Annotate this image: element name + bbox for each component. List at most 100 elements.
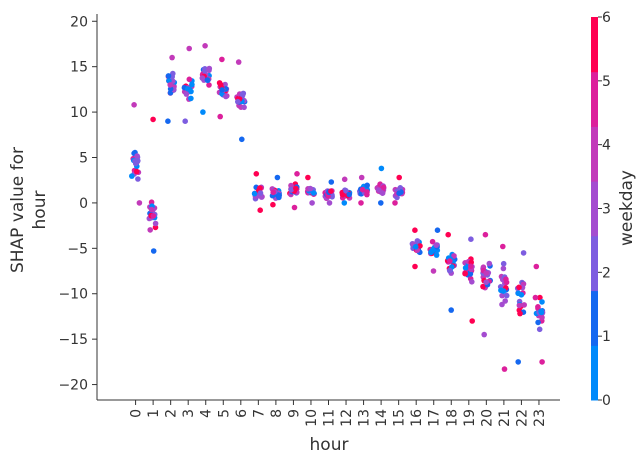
data-point bbox=[535, 319, 541, 326]
data-point bbox=[328, 188, 334, 194]
data-point bbox=[305, 174, 311, 181]
x-tick-label: 1 bbox=[146, 409, 162, 418]
y-tick-label: −5 bbox=[67, 241, 88, 257]
data-point bbox=[500, 243, 506, 250]
data-point bbox=[501, 366, 508, 372]
x-tick-label: 0 bbox=[129, 409, 145, 418]
data-point bbox=[521, 302, 527, 308]
y-tick-label: 15 bbox=[70, 60, 88, 76]
data-point bbox=[364, 182, 371, 189]
data-point bbox=[326, 200, 333, 206]
data-point bbox=[199, 75, 206, 81]
data-point bbox=[200, 109, 206, 115]
data-point bbox=[378, 165, 385, 172]
data-point bbox=[364, 189, 370, 195]
data-point bbox=[486, 260, 493, 267]
y-tick-label: 10 bbox=[70, 105, 88, 121]
data-point bbox=[293, 185, 299, 192]
data-point bbox=[294, 171, 300, 177]
data-point bbox=[136, 200, 143, 206]
data-point bbox=[217, 113, 223, 120]
y-tick-label: 20 bbox=[70, 14, 88, 30]
data-point bbox=[217, 81, 224, 88]
data-point bbox=[182, 118, 188, 124]
data-point bbox=[343, 187, 349, 194]
colorbar-band bbox=[591, 71, 598, 127]
data-point bbox=[152, 220, 159, 227]
data-point bbox=[417, 243, 423, 249]
data-point bbox=[430, 268, 437, 274]
data-point bbox=[219, 87, 225, 93]
data-point bbox=[206, 67, 212, 74]
data-point bbox=[341, 176, 348, 183]
data-point bbox=[412, 244, 419, 250]
data-point bbox=[502, 298, 509, 304]
data-point bbox=[270, 201, 276, 208]
data-point bbox=[380, 184, 387, 191]
x-tick-label: 9 bbox=[286, 409, 302, 418]
x-tick-label: 6 bbox=[234, 409, 250, 418]
data-point bbox=[448, 307, 455, 313]
colorbar-tick-label: 3 bbox=[602, 202, 611, 218]
data-point bbox=[204, 77, 211, 83]
colorbar-band bbox=[591, 181, 598, 237]
data-point bbox=[328, 179, 335, 185]
x-tick-label: 2 bbox=[164, 409, 180, 418]
x-axis-label: hour bbox=[310, 435, 349, 455]
data-point bbox=[133, 168, 140, 175]
data-point bbox=[483, 270, 490, 276]
data-point bbox=[148, 206, 155, 213]
x-tick-label: 23 bbox=[532, 409, 548, 427]
data-point bbox=[451, 253, 457, 259]
x-tick-label: 22 bbox=[514, 409, 530, 427]
data-point bbox=[206, 82, 212, 88]
data-point bbox=[379, 190, 386, 196]
data-point bbox=[539, 359, 545, 365]
data-point bbox=[483, 279, 490, 286]
data-point bbox=[235, 98, 241, 105]
data-point bbox=[235, 59, 242, 65]
colorbar-tick-label: 0 bbox=[602, 393, 611, 409]
x-tick-label: 17 bbox=[427, 409, 443, 427]
data-point bbox=[429, 238, 436, 245]
data-point bbox=[536, 326, 543, 333]
data-point bbox=[515, 290, 521, 297]
data-point bbox=[500, 260, 507, 267]
data-point bbox=[468, 236, 474, 242]
x-tick-label: 8 bbox=[269, 409, 285, 418]
data-point bbox=[276, 192, 283, 199]
data-point bbox=[433, 252, 440, 258]
data-point bbox=[310, 190, 317, 196]
data-point bbox=[482, 231, 489, 238]
colorbar-band bbox=[591, 345, 598, 401]
data-point bbox=[516, 302, 523, 309]
data-point bbox=[257, 190, 264, 196]
data-point bbox=[467, 271, 474, 277]
data-point bbox=[535, 304, 541, 310]
data-point bbox=[358, 174, 365, 181]
data-point bbox=[469, 279, 475, 285]
colorbar-tick-label: 1 bbox=[602, 329, 611, 345]
data-point bbox=[503, 292, 510, 299]
data-point bbox=[359, 186, 366, 193]
y-axis: 20 15 10 5 0 −5 −10 −15 −20 bbox=[58, 14, 98, 400]
data-point bbox=[223, 93, 229, 100]
data-point bbox=[396, 174, 403, 181]
x-tick-label: 20 bbox=[479, 409, 495, 427]
data-point bbox=[274, 174, 281, 181]
data-point bbox=[538, 308, 544, 315]
data-point bbox=[378, 200, 384, 206]
data-point bbox=[257, 207, 264, 213]
data-point bbox=[532, 294, 539, 301]
y-axis-label-line2: hour bbox=[30, 191, 50, 230]
data-point bbox=[239, 92, 246, 98]
x-tick-label: 7 bbox=[251, 409, 267, 418]
data-point bbox=[307, 185, 314, 192]
data-point bbox=[189, 81, 195, 88]
data-point bbox=[414, 238, 421, 244]
x-tick-label: 15 bbox=[392, 409, 408, 427]
data-point bbox=[462, 265, 469, 271]
data-point bbox=[503, 279, 510, 286]
data-point bbox=[412, 263, 418, 270]
colorbar-band bbox=[591, 17, 598, 73]
